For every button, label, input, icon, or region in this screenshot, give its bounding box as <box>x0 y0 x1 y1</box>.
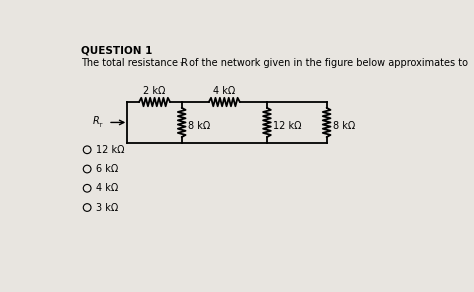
Text: 4 kΩ: 4 kΩ <box>96 183 118 193</box>
Text: of the network given in the figure below approximates to: of the network given in the figure below… <box>186 58 467 68</box>
Text: 2 kΩ: 2 kΩ <box>144 86 166 96</box>
Circle shape <box>83 165 91 173</box>
Text: 8 kΩ: 8 kΩ <box>333 121 355 131</box>
Text: 6 kΩ: 6 kΩ <box>96 164 118 174</box>
Text: $_T$: $_T$ <box>179 60 185 69</box>
Text: QUESTION 1: QUESTION 1 <box>81 46 152 56</box>
Text: The total resistance R: The total resistance R <box>81 58 188 68</box>
Text: $_T$: $_T$ <box>99 121 104 130</box>
Text: 4 kΩ: 4 kΩ <box>213 86 236 96</box>
Text: 12 kΩ: 12 kΩ <box>273 121 301 131</box>
Text: 3 kΩ: 3 kΩ <box>96 203 118 213</box>
Text: $R$: $R$ <box>91 114 100 126</box>
Text: 8 kΩ: 8 kΩ <box>188 121 210 131</box>
Circle shape <box>83 185 91 192</box>
Circle shape <box>83 204 91 211</box>
Text: 12 kΩ: 12 kΩ <box>96 145 124 155</box>
Circle shape <box>83 146 91 154</box>
